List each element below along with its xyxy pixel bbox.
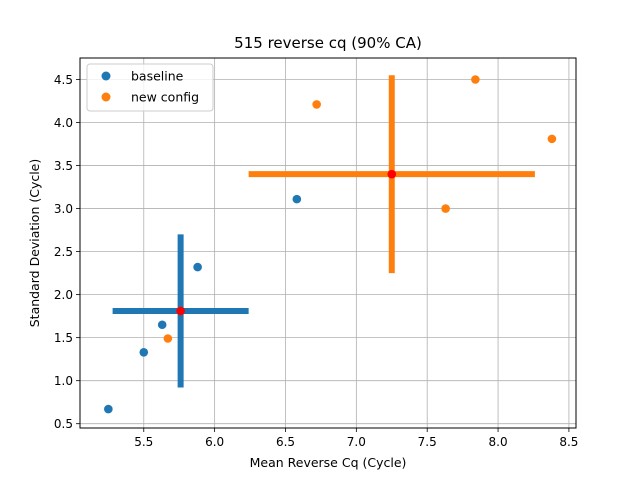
y-tick-label: 4.0 — [54, 116, 73, 130]
data-point-baseline — [139, 347, 149, 357]
y-axis-label: Standard Deviation (Cycle) — [27, 159, 42, 328]
data-point-new-config — [471, 75, 480, 84]
data-point-new-config — [163, 334, 173, 343]
data-point-baseline — [193, 262, 202, 272]
axis-ticks: 5.5 6.0 6.5 7.0 7.5 8.0 8.5 0.5 1.0 1.5 2.0 2.5 3.0 3… — [54, 73, 579, 449]
data-point-baseline — [157, 320, 167, 330]
y-tick-label: 1.0 — [54, 374, 73, 388]
y-tick-label: 4.5 — [54, 73, 73, 87]
x-tick-label: 5.5 — [134, 435, 153, 449]
x-tick-label: 6.0 — [205, 435, 224, 449]
chart-title: 515 reverse cq (90% CA) — [234, 34, 422, 52]
center-marker-new-config — [387, 169, 397, 179]
x-tick-label: 7.5 — [418, 435, 437, 449]
data-point-new-config — [312, 100, 321, 109]
plot-frame — [79, 57, 577, 429]
data-points — [104, 75, 557, 414]
x-tick-label: 8.0 — [489, 435, 508, 449]
legend-marker-new-config — [101, 92, 111, 102]
grid — [80, 58, 576, 428]
y-tick-label: 2.0 — [54, 288, 73, 302]
x-tick-label: 6.5 — [276, 435, 295, 449]
y-tick-label: 2.5 — [54, 245, 73, 259]
center-markers — [176, 169, 397, 316]
y-tick-label: 1.5 — [54, 331, 73, 345]
data-point-baseline — [292, 194, 302, 204]
legend-marker-baseline — [101, 71, 111, 81]
data-point-new-config — [441, 204, 450, 213]
center-marker-baseline — [176, 306, 185, 316]
legend-box — [86, 63, 214, 112]
y-tick-label: 3.5 — [54, 159, 73, 173]
legend-label-baseline: baseline — [131, 69, 184, 84]
y-tick-label: 3.0 — [54, 202, 73, 216]
x-axis-label: Mean Reverse Cq (Cycle) — [250, 455, 407, 470]
y-tick-label: 0.5 — [54, 417, 73, 431]
data-point-baseline — [104, 404, 113, 414]
legend-label-new-config: new config — [131, 90, 199, 105]
data-point-new-config — [547, 134, 557, 144]
x-tick-label: 8.5 — [559, 435, 578, 449]
x-tick-label: 7.0 — [347, 435, 366, 449]
legend: baseline new config — [86, 63, 214, 112]
